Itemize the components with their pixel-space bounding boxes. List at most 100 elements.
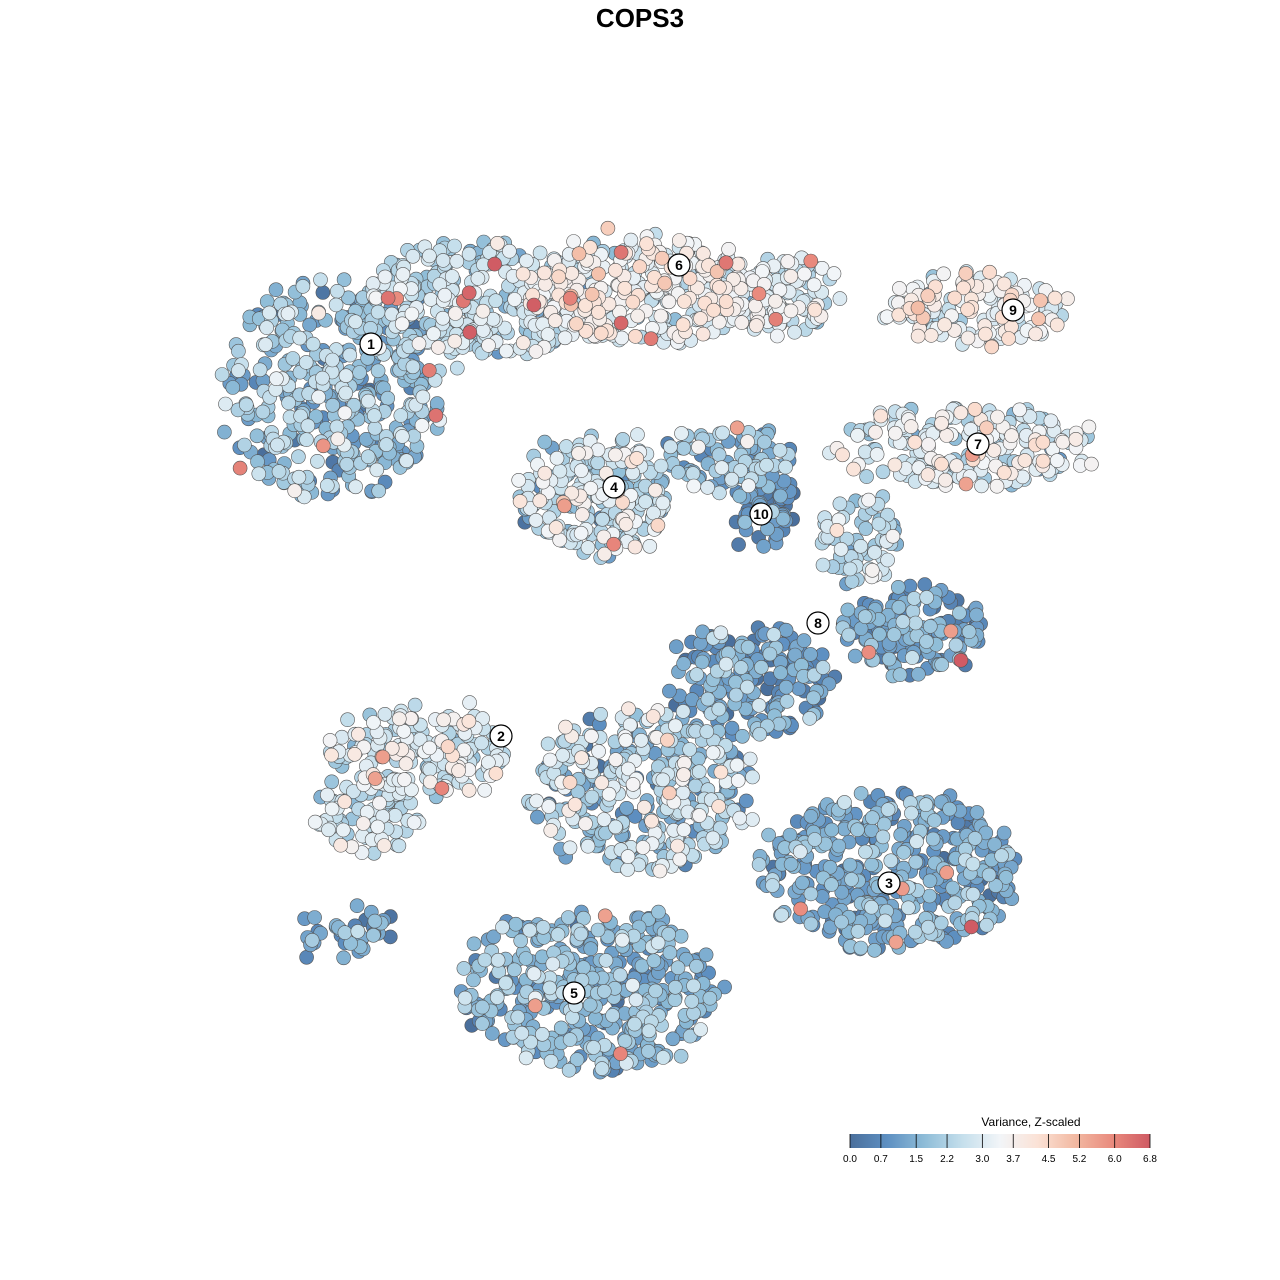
scatter-point [859, 469, 874, 484]
scatter-point [633, 732, 649, 748]
scatter-point [281, 395, 296, 411]
scatter-point [909, 834, 924, 849]
scatter-point [526, 966, 542, 982]
scatter-point [576, 910, 591, 926]
scatter-point [310, 453, 325, 469]
scatter-point [644, 813, 659, 829]
scatter-point [557, 498, 572, 514]
scatter-point [996, 825, 1012, 841]
scatter-point [530, 809, 545, 825]
cluster-label-badge [489, 724, 513, 748]
scatter-point [768, 293, 783, 309]
colorbar-gradient [850, 1134, 1150, 1148]
scatter-point [251, 466, 267, 482]
scatter-point [1001, 331, 1016, 346]
scatter-point [751, 286, 767, 302]
colorbar-tick-label: 0.7 [874, 1154, 888, 1165]
scatter-point [796, 633, 812, 648]
scatter-point [737, 514, 753, 530]
scatter-point [566, 234, 581, 249]
scatter-point [875, 464, 891, 480]
scatter-point [847, 648, 863, 664]
scatter-point [868, 424, 883, 440]
colorbar-tick-label: 5.2 [1072, 1154, 1086, 1165]
scatter-point [1043, 413, 1059, 429]
scatter-point [1031, 311, 1046, 327]
scatter-point [522, 922, 538, 938]
scatter-point [428, 408, 444, 423]
cluster-label-badge [749, 502, 773, 526]
scatter-point [225, 380, 241, 395]
scatter-point [526, 297, 542, 313]
cluster-label-badge [966, 432, 990, 456]
scatter-point [837, 795, 852, 810]
scatter-point [620, 862, 635, 877]
scatter-point [826, 266, 842, 281]
cluster-label-text: 7 [974, 436, 982, 452]
scatter-point [613, 315, 629, 331]
scatter-point [252, 362, 268, 378]
scatter-point [689, 958, 704, 974]
scatter-point [937, 317, 952, 333]
scatter-point [299, 432, 314, 447]
scatter-point [627, 539, 643, 555]
cluster-label-badge [877, 871, 901, 895]
scatter-point [984, 339, 1000, 355]
scatter-point [564, 265, 580, 281]
scatter-point [515, 335, 531, 351]
scatter-point [325, 397, 341, 413]
scatter-point [895, 614, 911, 629]
scatter-point [925, 831, 941, 847]
cluster-label-badge [667, 253, 691, 277]
scatter-point [474, 735, 489, 751]
scatter-point [258, 337, 273, 352]
scatter-point [850, 427, 865, 443]
scatter-point [936, 266, 951, 282]
scatter-point [803, 253, 819, 269]
cluster-label-text: 6 [675, 257, 683, 273]
scatter-point [685, 466, 701, 481]
scatter-point [620, 849, 636, 864]
scatter-point [875, 829, 891, 845]
scatter-point [920, 288, 936, 304]
scatter-point [1068, 431, 1084, 447]
scatter-point [904, 805, 919, 821]
colorbar-tick-label: 3.7 [1006, 1154, 1020, 1165]
scatter-point [867, 545, 882, 560]
scatter-point [398, 756, 414, 772]
scatter-point [815, 557, 831, 573]
scatter-point [434, 780, 450, 796]
cluster-label-7: 7 [966, 432, 990, 456]
scatter-point [481, 338, 496, 353]
scatter-point [370, 304, 386, 320]
scatter-point [449, 253, 465, 269]
scatter-point [815, 660, 831, 675]
colorbar-title: Variance, Z-scaled [981, 1115, 1080, 1129]
scatter-point [647, 482, 663, 498]
scatter-point [663, 439, 678, 455]
scatter-point [437, 287, 453, 303]
scatter-point [280, 306, 296, 321]
scatter-point [1035, 434, 1051, 450]
scatter-point [518, 1050, 534, 1066]
scatter-point [865, 810, 880, 826]
scatter-point [580, 540, 596, 555]
scatter-point [717, 979, 732, 995]
scatter-point [783, 268, 799, 284]
scatter-point [573, 926, 589, 942]
scatter-point [324, 774, 340, 790]
cluster-label-5: 5 [562, 981, 586, 1005]
scatter-point [291, 449, 306, 465]
scatter-point [782, 827, 798, 843]
scatter-point [498, 343, 514, 359]
scatter-point [336, 272, 352, 288]
scatter-point [740, 639, 756, 655]
scatter-point [635, 840, 651, 855]
scatter-point [543, 823, 559, 838]
scatter-point [670, 960, 686, 976]
scatter-point [571, 246, 587, 261]
scatter-point [231, 363, 246, 378]
scatter-point [718, 294, 734, 309]
colorbar-legend: Variance, Z-scaled 0.0 0.7 1.5 2.2 3.0 3.7 4.5… [843, 1115, 1157, 1165]
scatter-point [292, 330, 308, 346]
